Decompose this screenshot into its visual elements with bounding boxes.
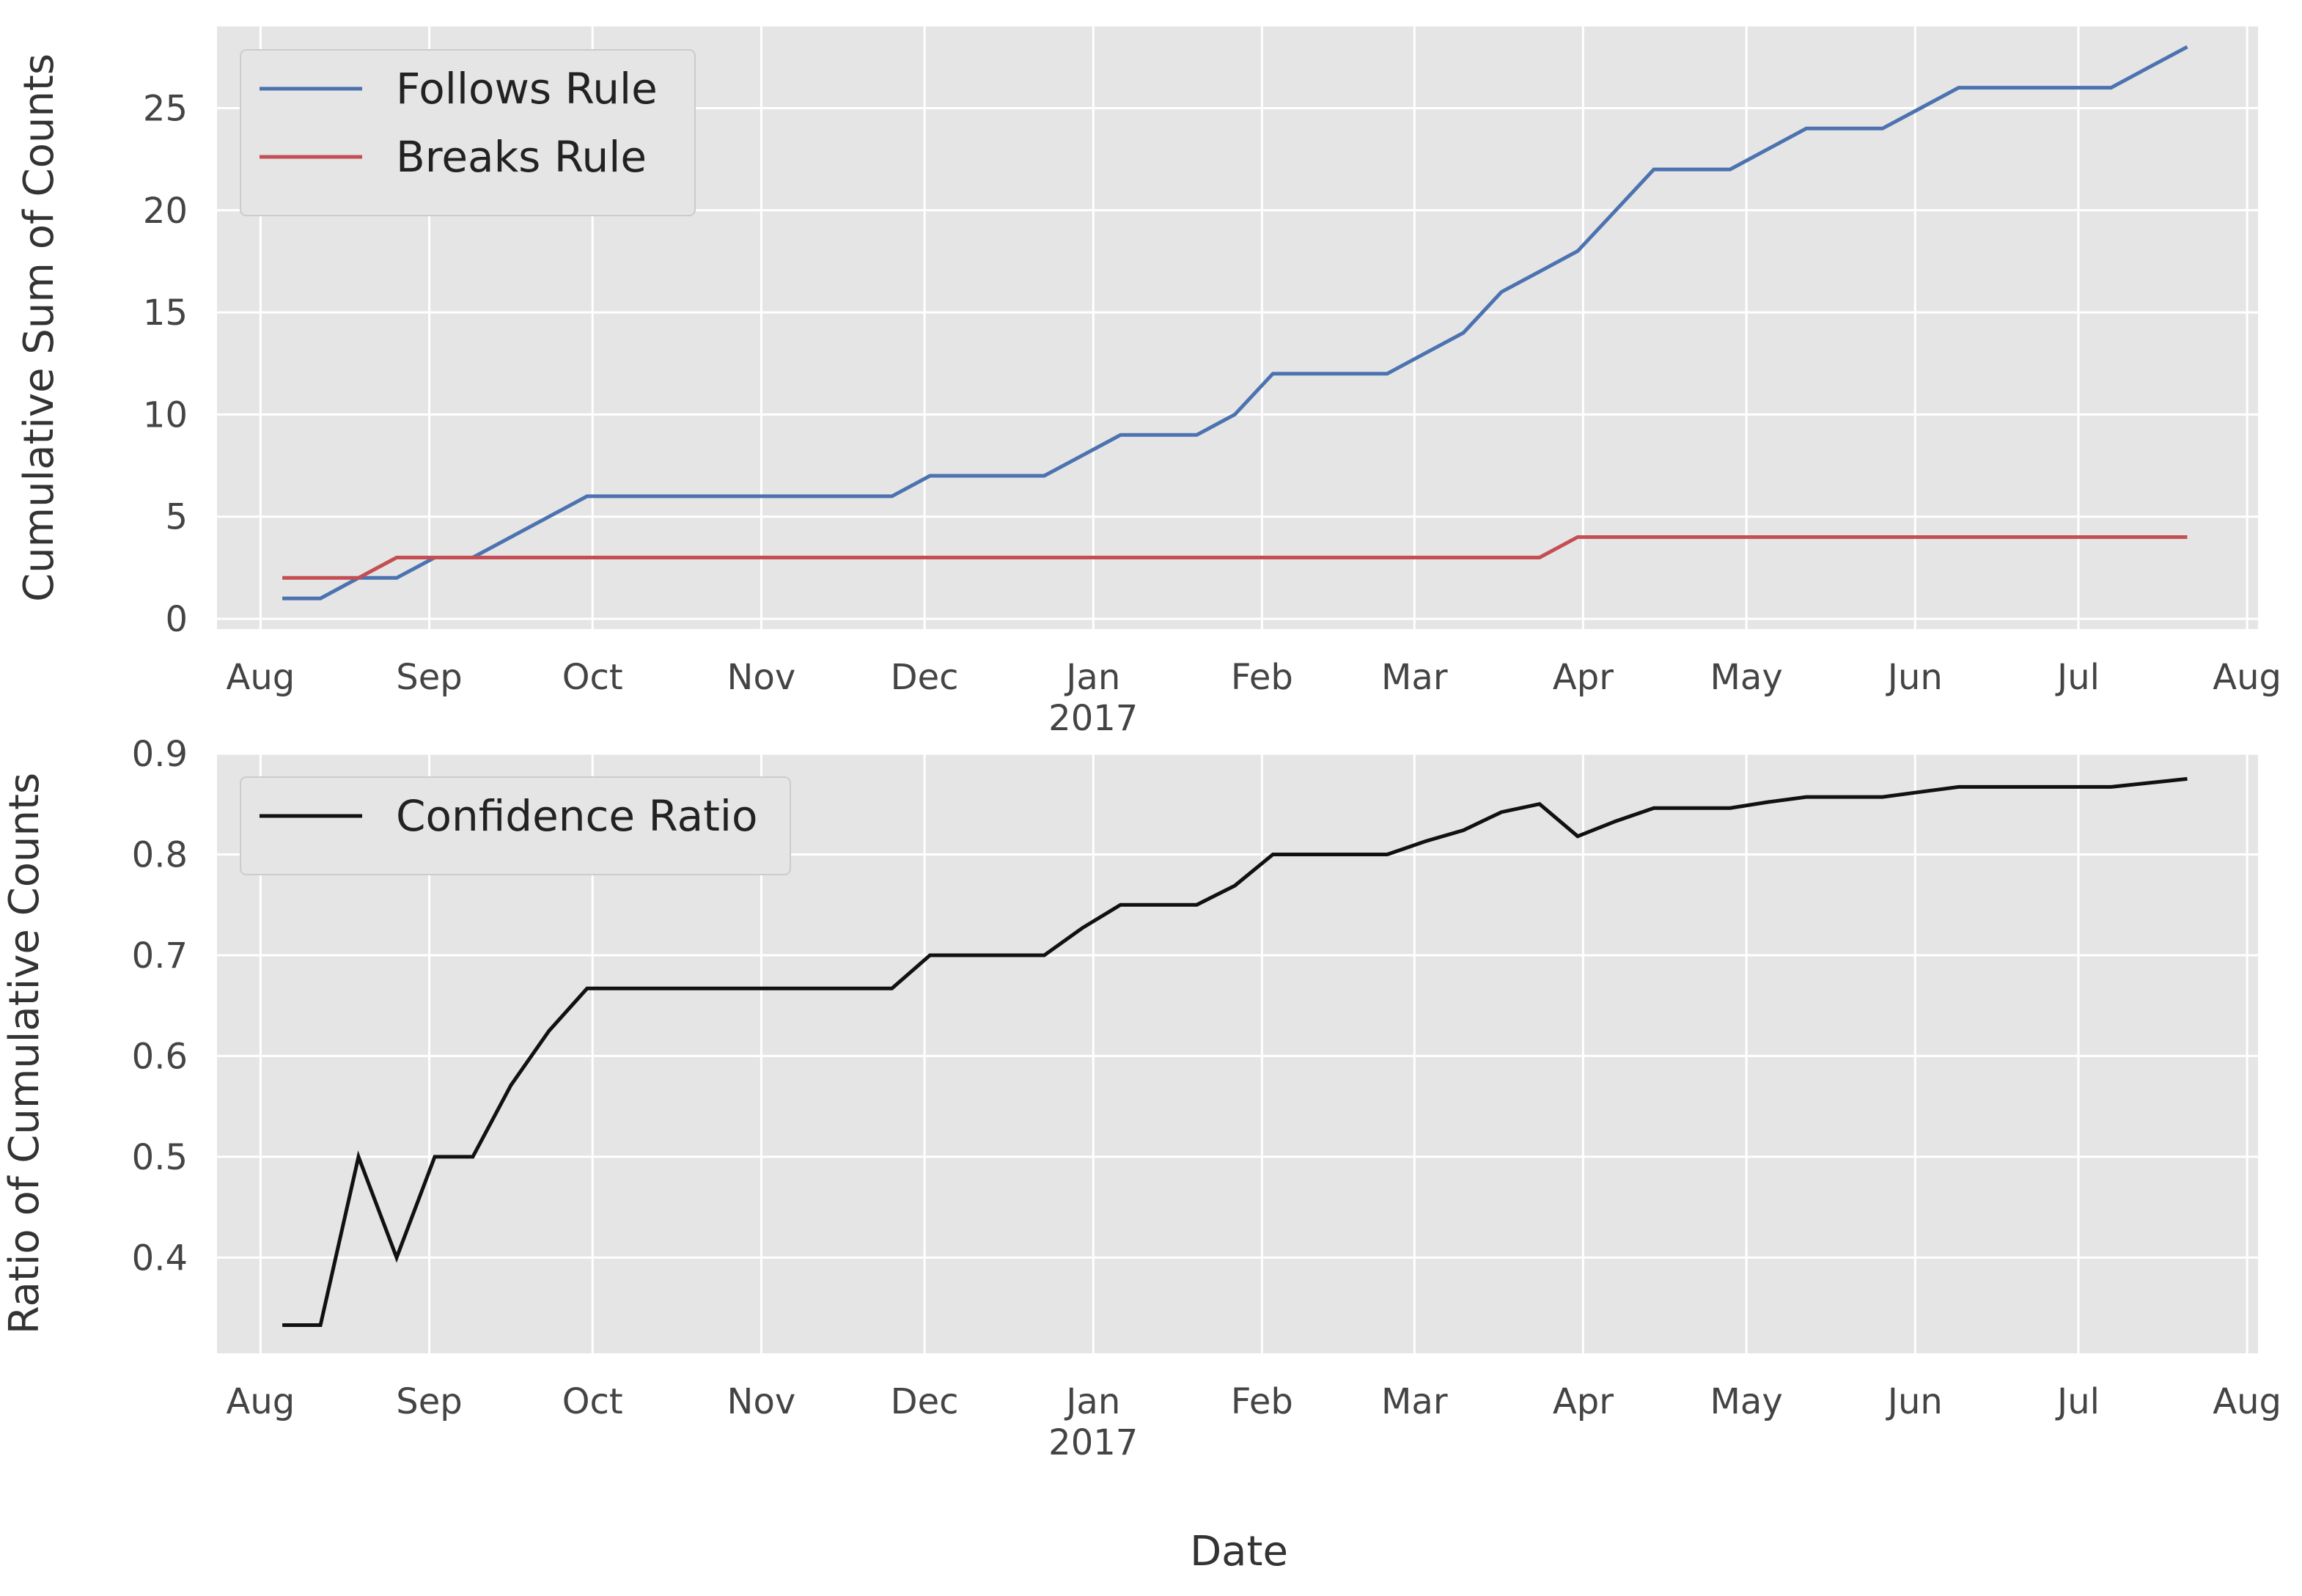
x-tick-label: Jul — [2055, 1381, 2100, 1422]
legend-label: Confidence Ratio — [396, 791, 757, 841]
y-tick-label: 15 — [143, 293, 188, 334]
x-tick-label: May — [1710, 657, 1783, 698]
y-tick-label: 0.4 — [132, 1238, 188, 1279]
y-tick-label: 0.7 — [132, 935, 188, 977]
x-tick-label: Jun — [1886, 657, 1943, 698]
x-tick-label: May — [1710, 1381, 1783, 1422]
y-tick-label: 0.6 — [132, 1036, 188, 1077]
x-tick-label: Feb — [1231, 657, 1293, 698]
y-tick-label: 0.8 — [132, 834, 188, 875]
x-tick-label: Sep — [396, 1381, 462, 1422]
legend: Follows Rule Breaks Rule — [240, 49, 696, 216]
x-axis-label: Date — [1190, 1528, 1288, 1575]
x-tick-label: Apr — [1553, 1381, 1614, 1422]
x-tick-year-label: 2017 — [1048, 1422, 1138, 1463]
series-line-confidence-ratio — [282, 776, 2188, 1327]
x-tick-label: Mar — [1381, 657, 1448, 698]
y-tick-label: 20 — [143, 191, 188, 232]
y-tick-label: 5 — [165, 497, 188, 538]
y-tick-label: 0.5 — [132, 1137, 188, 1178]
x-tick-label: Aug — [227, 657, 295, 698]
series-line-follows-rule — [282, 45, 2188, 600]
legend: Confidence Ratio — [240, 776, 791, 875]
x-tick-label: Aug — [2213, 1381, 2281, 1422]
x-tick-label: Aug — [2213, 657, 2281, 698]
y-tick-label: 25 — [143, 88, 188, 129]
x-tick-label: Dec — [891, 1381, 959, 1422]
x-tick-label: Sep — [396, 657, 462, 698]
x-tick-label: Oct — [562, 657, 623, 698]
x-tick-label: Feb — [1231, 1381, 1293, 1422]
x-tick-label: Nov — [727, 1381, 796, 1422]
y-tick-label: 0 — [165, 599, 188, 640]
legend-label: Breaks Rule — [396, 132, 647, 182]
legend-box — [240, 776, 791, 875]
x-tick-label: Jul — [2055, 657, 2100, 698]
series-line-breaks-rule — [282, 535, 2188, 580]
y-tick-label: 10 — [143, 394, 188, 435]
y-tick-label: 0.9 — [132, 734, 188, 775]
x-tick-label: Mar — [1381, 1381, 1448, 1422]
x-tick-label: Aug — [227, 1381, 295, 1422]
x-tick-label: Oct — [562, 1381, 623, 1422]
gridlines — [217, 752, 2258, 1353]
x-tick-label: Apr — [1553, 657, 1614, 698]
x-tick-label: Nov — [727, 657, 796, 698]
x-tick-label: Jan — [1064, 657, 1120, 698]
x-tick-label: Jun — [1886, 1381, 1943, 1422]
x-tick-year-label: 2017 — [1048, 698, 1138, 739]
x-tick-label: Dec — [891, 657, 959, 698]
legend-label: Follows Rule — [396, 64, 658, 114]
legend-box — [240, 49, 696, 216]
x-tick-label: Jan — [1064, 1381, 1120, 1422]
y-axis-label: Cumulative Sum of Counts — [15, 54, 63, 602]
y-axis-label: Ratio of Cumulative Counts — [1, 773, 48, 1334]
